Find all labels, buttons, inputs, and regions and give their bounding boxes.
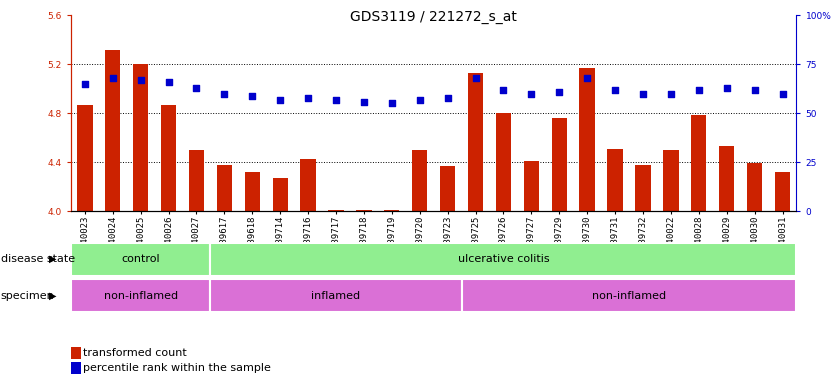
Bar [495,113,511,211]
Point [720,85,733,91]
Point [525,91,538,97]
Point [301,94,314,101]
Bar [524,161,539,211]
Bar [440,166,455,211]
Bar [551,118,567,211]
Point [664,91,677,97]
Bar [78,105,93,211]
Point [692,87,706,93]
Bar [636,165,651,211]
Point [134,77,148,83]
Text: non-inflamed: non-inflamed [103,291,178,301]
Point [553,89,566,95]
Point [748,87,761,93]
Text: transformed count: transformed count [83,348,187,358]
Point [385,101,399,107]
Point [413,96,426,103]
Bar [133,64,148,211]
Point [497,87,510,93]
Bar [412,150,427,211]
Text: inflamed: inflamed [311,291,360,301]
Text: specimen: specimen [1,291,54,301]
Bar [691,114,706,211]
Text: ulcerative colitis: ulcerative colitis [458,254,550,264]
Bar [607,149,623,211]
Point [162,79,175,85]
Bar [461,279,796,312]
Bar [747,164,762,211]
Bar [71,243,210,276]
Point [776,91,789,97]
Bar [300,159,316,211]
Text: ▶: ▶ [49,254,57,264]
Point [329,96,343,103]
Bar [356,210,372,211]
Bar [329,210,344,211]
Bar [273,178,288,211]
Bar [384,210,399,211]
Bar [161,105,176,211]
Text: ▶: ▶ [49,291,57,301]
Point [357,98,370,104]
Point [274,96,287,103]
Bar [719,146,735,211]
Bar [217,165,232,211]
Text: disease state: disease state [1,254,75,264]
Point [441,94,455,101]
Point [218,91,231,97]
Text: percentile rank within the sample: percentile rank within the sample [83,363,271,373]
Bar [188,150,204,211]
Bar [468,73,483,211]
Bar [244,172,260,211]
Bar [71,279,210,312]
Point [190,85,203,91]
Point [608,87,621,93]
Bar [210,279,461,312]
Bar [663,150,679,211]
Text: GDS3119 / 221272_s_at: GDS3119 / 221272_s_at [350,10,517,23]
Point [469,75,482,81]
Point [106,75,119,81]
Bar [105,50,120,211]
Point [636,91,650,97]
Text: non-inflamed: non-inflamed [592,291,666,301]
Bar [210,243,796,276]
Point [78,81,92,87]
Point [580,75,594,81]
Bar [580,68,595,211]
Text: control: control [121,254,160,264]
Bar [775,172,790,211]
Point [245,93,259,99]
